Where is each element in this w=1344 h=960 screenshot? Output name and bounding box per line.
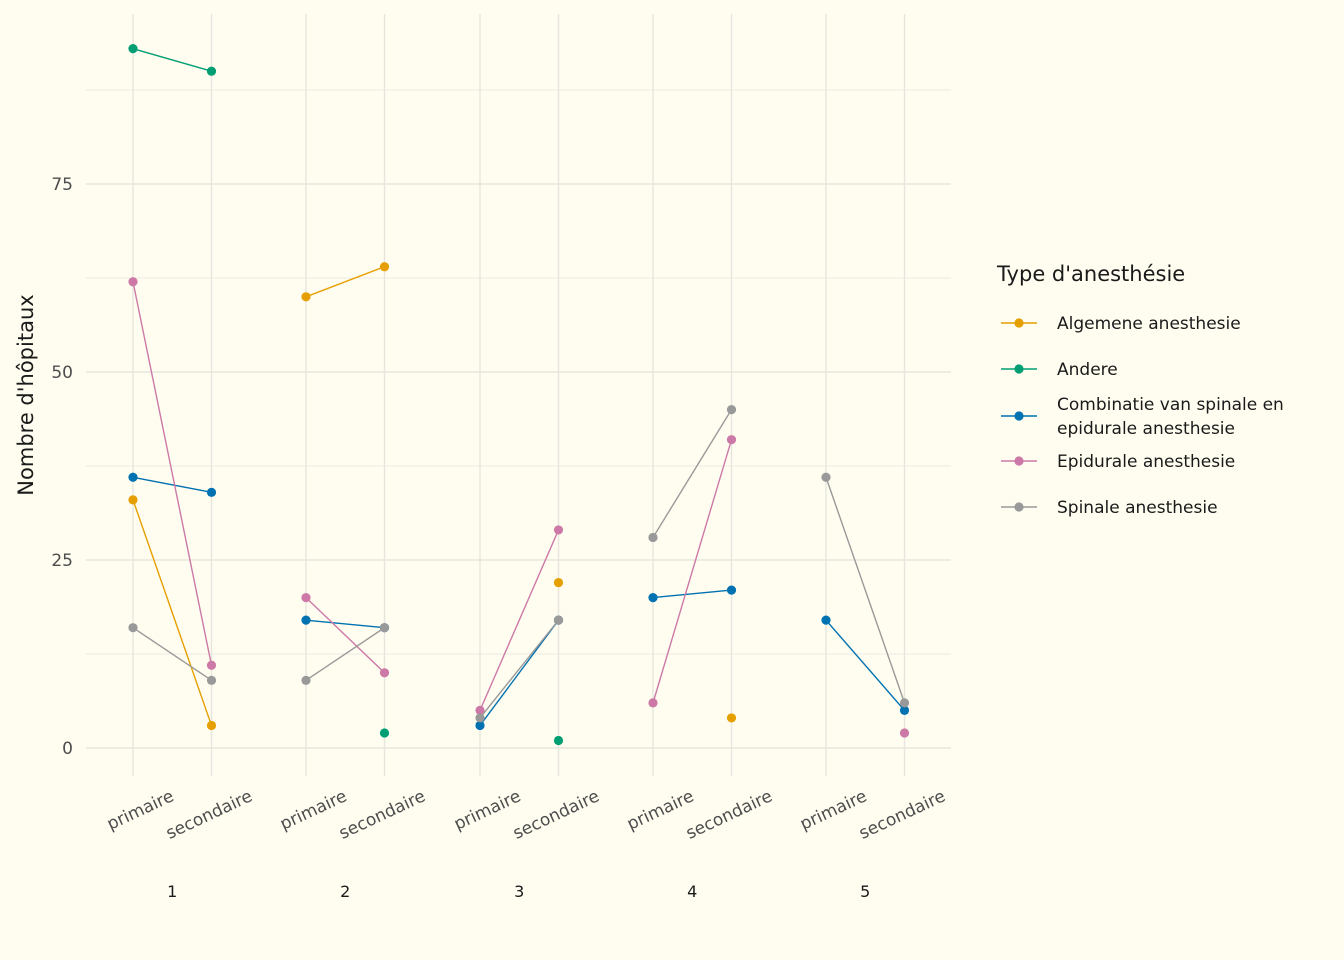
data-point [128,495,138,505]
data-point [379,668,390,678]
legend-label: Epidurale anesthesie [1057,452,1235,472]
legend-key-point [1014,502,1024,512]
data-point [899,705,910,716]
y-tick-label: 25 [51,551,73,571]
series-line [825,619,906,711]
data-point [206,487,217,497]
series-line [305,619,385,629]
data-point [379,262,390,272]
data-point [821,472,831,482]
series-line [479,619,560,719]
data-point [206,720,217,731]
legend-label: Andere [1057,360,1118,380]
data-point [379,623,390,633]
legend-label: epidurale anesthesie [1057,419,1235,439]
data-point [301,593,311,603]
series-layer [128,44,910,746]
group-label: 1 [167,882,177,901]
series-andere [128,44,564,746]
group-label: 5 [860,882,870,901]
y-tick-label: 0 [62,739,73,759]
grid [86,14,951,776]
series-epidurale-anesthesie [128,277,910,738]
data-point [726,435,737,445]
data-point [301,292,311,302]
data-point [206,660,217,670]
data-point [553,525,564,535]
data-point [648,532,658,543]
legend-label: Spinale anesthesie [1057,498,1218,518]
data-point [648,698,658,708]
data-point [475,705,485,716]
series-line [479,529,560,711]
series-line [479,619,560,726]
data-point [206,66,217,76]
data-point [128,277,138,287]
series-line [132,476,212,494]
data-point [128,472,138,482]
series-line [305,627,385,681]
data-point [899,698,910,708]
legend-key-point [1014,364,1024,374]
y-axis-title: Nombre d'hôpitaux [14,294,38,495]
y-axis-ticks: 0 25 50 75 [51,175,73,759]
data-point [301,615,311,625]
data-point [553,735,564,746]
group-label: 4 [687,882,697,901]
legend-title: Type d'anesthésie [996,262,1185,286]
series-line [825,477,906,704]
series-line [652,409,733,538]
data-point [648,593,658,603]
legend: Type d'anesthésie Algemene anesthesie And… [996,262,1284,518]
legend-key-point [1014,411,1024,421]
data-point [206,675,217,685]
series-line [132,627,212,681]
data-point [128,623,138,633]
data-point [821,615,831,625]
legend-key-point [1014,318,1024,328]
series-line [305,266,385,298]
data-point [726,585,737,595]
series-line [132,499,213,726]
data-point [475,720,485,731]
group-labels: 1 2 3 4 5 [167,882,870,901]
series-line [305,597,385,674]
data-point [553,577,564,588]
group-label: 2 [340,882,350,901]
data-point [379,728,390,738]
data-point [553,615,564,625]
data-point [475,713,485,723]
data-point [726,713,737,723]
series-algemene-anesthesie [128,262,737,731]
legend-key-point [1014,456,1024,466]
legend-label: Algemene anesthesie [1057,314,1241,334]
series-spinale-anesthesie [128,405,910,723]
series-line [652,439,733,704]
data-point [128,44,138,54]
data-point [301,675,311,685]
series-line [132,281,213,666]
data-point [899,728,910,738]
y-tick-label: 75 [51,175,73,195]
legend-label: Combinatie van spinale en [1057,395,1284,415]
series-line [132,47,212,72]
y-tick-label: 50 [51,363,73,383]
series-line [652,589,732,599]
data-point [726,405,737,415]
group-label: 3 [514,882,524,901]
